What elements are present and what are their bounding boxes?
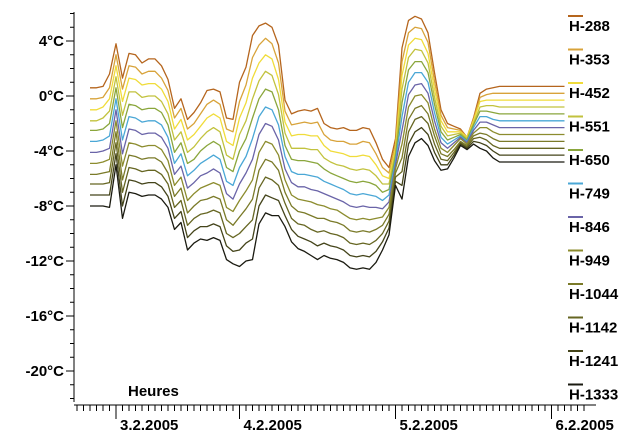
- series-line-h-949: [90, 93, 565, 221]
- legend-label: H-1142: [569, 320, 617, 337]
- series-line-h-846: [90, 82, 565, 210]
- x-day-label: 5.2.2005: [400, 417, 458, 434]
- y-tick-label: -16°C: [25, 308, 64, 325]
- legend-label: H-846: [569, 219, 610, 236]
- series-line-h-1241: [90, 126, 565, 258]
- legend-item: H-1241: [568, 350, 618, 370]
- series-line-h-288: [90, 15, 565, 169]
- legend-label: H-749: [569, 186, 610, 203]
- legend-label: H-452: [569, 85, 610, 102]
- legend-label: H-551: [569, 119, 610, 136]
- plot-area: [90, 15, 565, 270]
- legend-item: H-288: [568, 15, 610, 35]
- y-tick-label: 4°C: [39, 33, 64, 50]
- series-line-h-749: [90, 71, 565, 202]
- y-axis: 4°C 0°C -4°C -8°C -12°C -16°C -20°C: [25, 12, 75, 402]
- legend-label: H-1333: [569, 387, 618, 404]
- x-axis: 3.2.2005 4.2.2005 5.2.2005 6.2.2005: [74, 404, 614, 434]
- y-tick-label: -20°C: [25, 363, 64, 380]
- legend-label: H-1044: [569, 286, 619, 303]
- legend-label: H-288: [569, 18, 610, 35]
- series-line-h-551: [90, 48, 565, 185]
- series-line-h-1044: [90, 104, 565, 233]
- legend-label: H-650: [569, 152, 610, 169]
- legend-item: H-551: [568, 115, 610, 136]
- x-day-label: 4.2.2005: [244, 417, 302, 434]
- legend-item: H-1044: [568, 283, 619, 303]
- y-tick-label: 0°C: [39, 88, 64, 105]
- series-line-h-353: [90, 26, 565, 174]
- x-axis-title: Heures: [128, 383, 179, 400]
- legend-label: H-949: [569, 253, 610, 270]
- y-tick-label: -4°C: [34, 143, 64, 160]
- legend-item: H-452: [568, 82, 610, 102]
- legend: H-288 H-353 H-452 H-551 H-650 H-749 H-846 H-949…: [568, 15, 619, 404]
- x-day-label: 6.2.2005: [556, 417, 614, 434]
- legend-label: H-1241: [569, 353, 618, 370]
- legend-item: H-1142: [568, 316, 617, 337]
- legend-item: H-650: [568, 149, 610, 169]
- y-tick-label: -8°C: [34, 198, 64, 215]
- legend-item: H-949: [568, 249, 610, 270]
- legend-item: H-749: [568, 182, 610, 203]
- legend-item: H-846: [568, 216, 610, 236]
- y-tick-label: -12°C: [25, 253, 64, 270]
- series-line-h-650: [90, 60, 565, 193]
- series-line-h-1142: [90, 115, 565, 246]
- legend-item: H-353: [568, 48, 610, 69]
- x-day-label: 3.2.2005: [120, 417, 178, 434]
- legend-label: H-353: [569, 52, 610, 69]
- series-line-h-1333: [90, 137, 565, 270]
- legend-item: H-1333: [568, 383, 618, 404]
- series-line-h-452: [90, 37, 565, 180]
